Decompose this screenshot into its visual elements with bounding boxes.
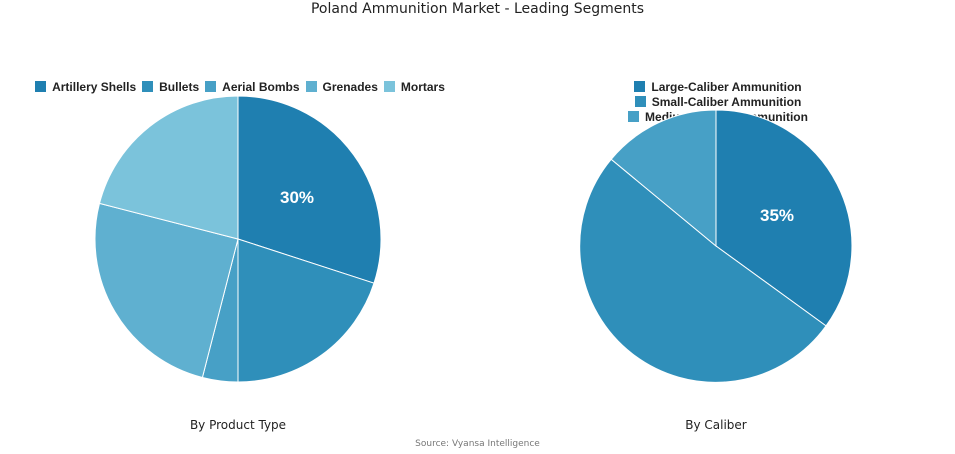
legend-label: Aerial Bombs	[222, 79, 300, 94]
legend-item-artillery-shells[interactable]: Artillery Shells	[35, 79, 136, 94]
source-note: Source: Vyansa Intelligence	[415, 439, 540, 449]
legend-label: Bullets	[159, 79, 200, 94]
slice-label-artillery-shells: 30%	[280, 188, 314, 207]
legend-item-bullets[interactable]: Bullets	[142, 79, 199, 94]
legend-swatch-icon	[205, 81, 217, 92]
legend-label: Mortars	[400, 79, 445, 94]
legend-item-grenades[interactable]: Grenades	[305, 79, 378, 94]
legend-label: Large-Caliber Ammunition	[651, 79, 802, 94]
pie-caliber: 35%	[579, 109, 853, 383]
legend-item-aerial-bombs[interactable]: Aerial Bombs	[205, 79, 300, 94]
legend-swatch-icon	[142, 81, 154, 92]
slice-label-large-caliber: 35%	[760, 206, 794, 225]
slice-medium-caliber[interactable]	[610, 109, 717, 248]
legend-swatch-icon	[383, 81, 395, 92]
legend-swatch-icon	[634, 96, 646, 107]
legend-swatch-icon	[628, 111, 640, 122]
legend-label: Small-Caliber Ammunition	[651, 94, 802, 109]
slice-small-caliber[interactable]	[579, 158, 827, 383]
legend-label: Artillery Shells	[52, 79, 137, 94]
legend-swatch-icon	[35, 81, 47, 92]
slice-grenades[interactable]	[94, 202, 239, 379]
legend-item-mortars[interactable]: Mortars	[383, 79, 445, 94]
pie-product-type: 30%	[94, 95, 382, 383]
chart-title: Poland Ammunition Market - Leading Segme…	[310, 1, 645, 17]
legend-item-small-caliber[interactable]: Small-Caliber Ammunition	[634, 94, 802, 109]
caption-caliber: By Caliber	[685, 418, 747, 432]
legend-label: Grenades	[322, 79, 378, 94]
legend-item-large-caliber[interactable]: Large-Caliber Ammunition	[634, 79, 802, 94]
slice-mortars[interactable]	[98, 95, 239, 240]
slice-bullets[interactable]	[237, 238, 375, 383]
caption-product-type: By Product Type	[189, 418, 287, 432]
legend-swatch-icon	[305, 81, 317, 92]
slice-large-caliber[interactable]	[715, 109, 853, 327]
legend-product-type: Artillery Shells Bullets Aerial Bombs Gr…	[30, 79, 450, 94]
slice-artillery-shells[interactable]	[237, 95, 382, 284]
legend-swatch-icon	[634, 81, 646, 92]
